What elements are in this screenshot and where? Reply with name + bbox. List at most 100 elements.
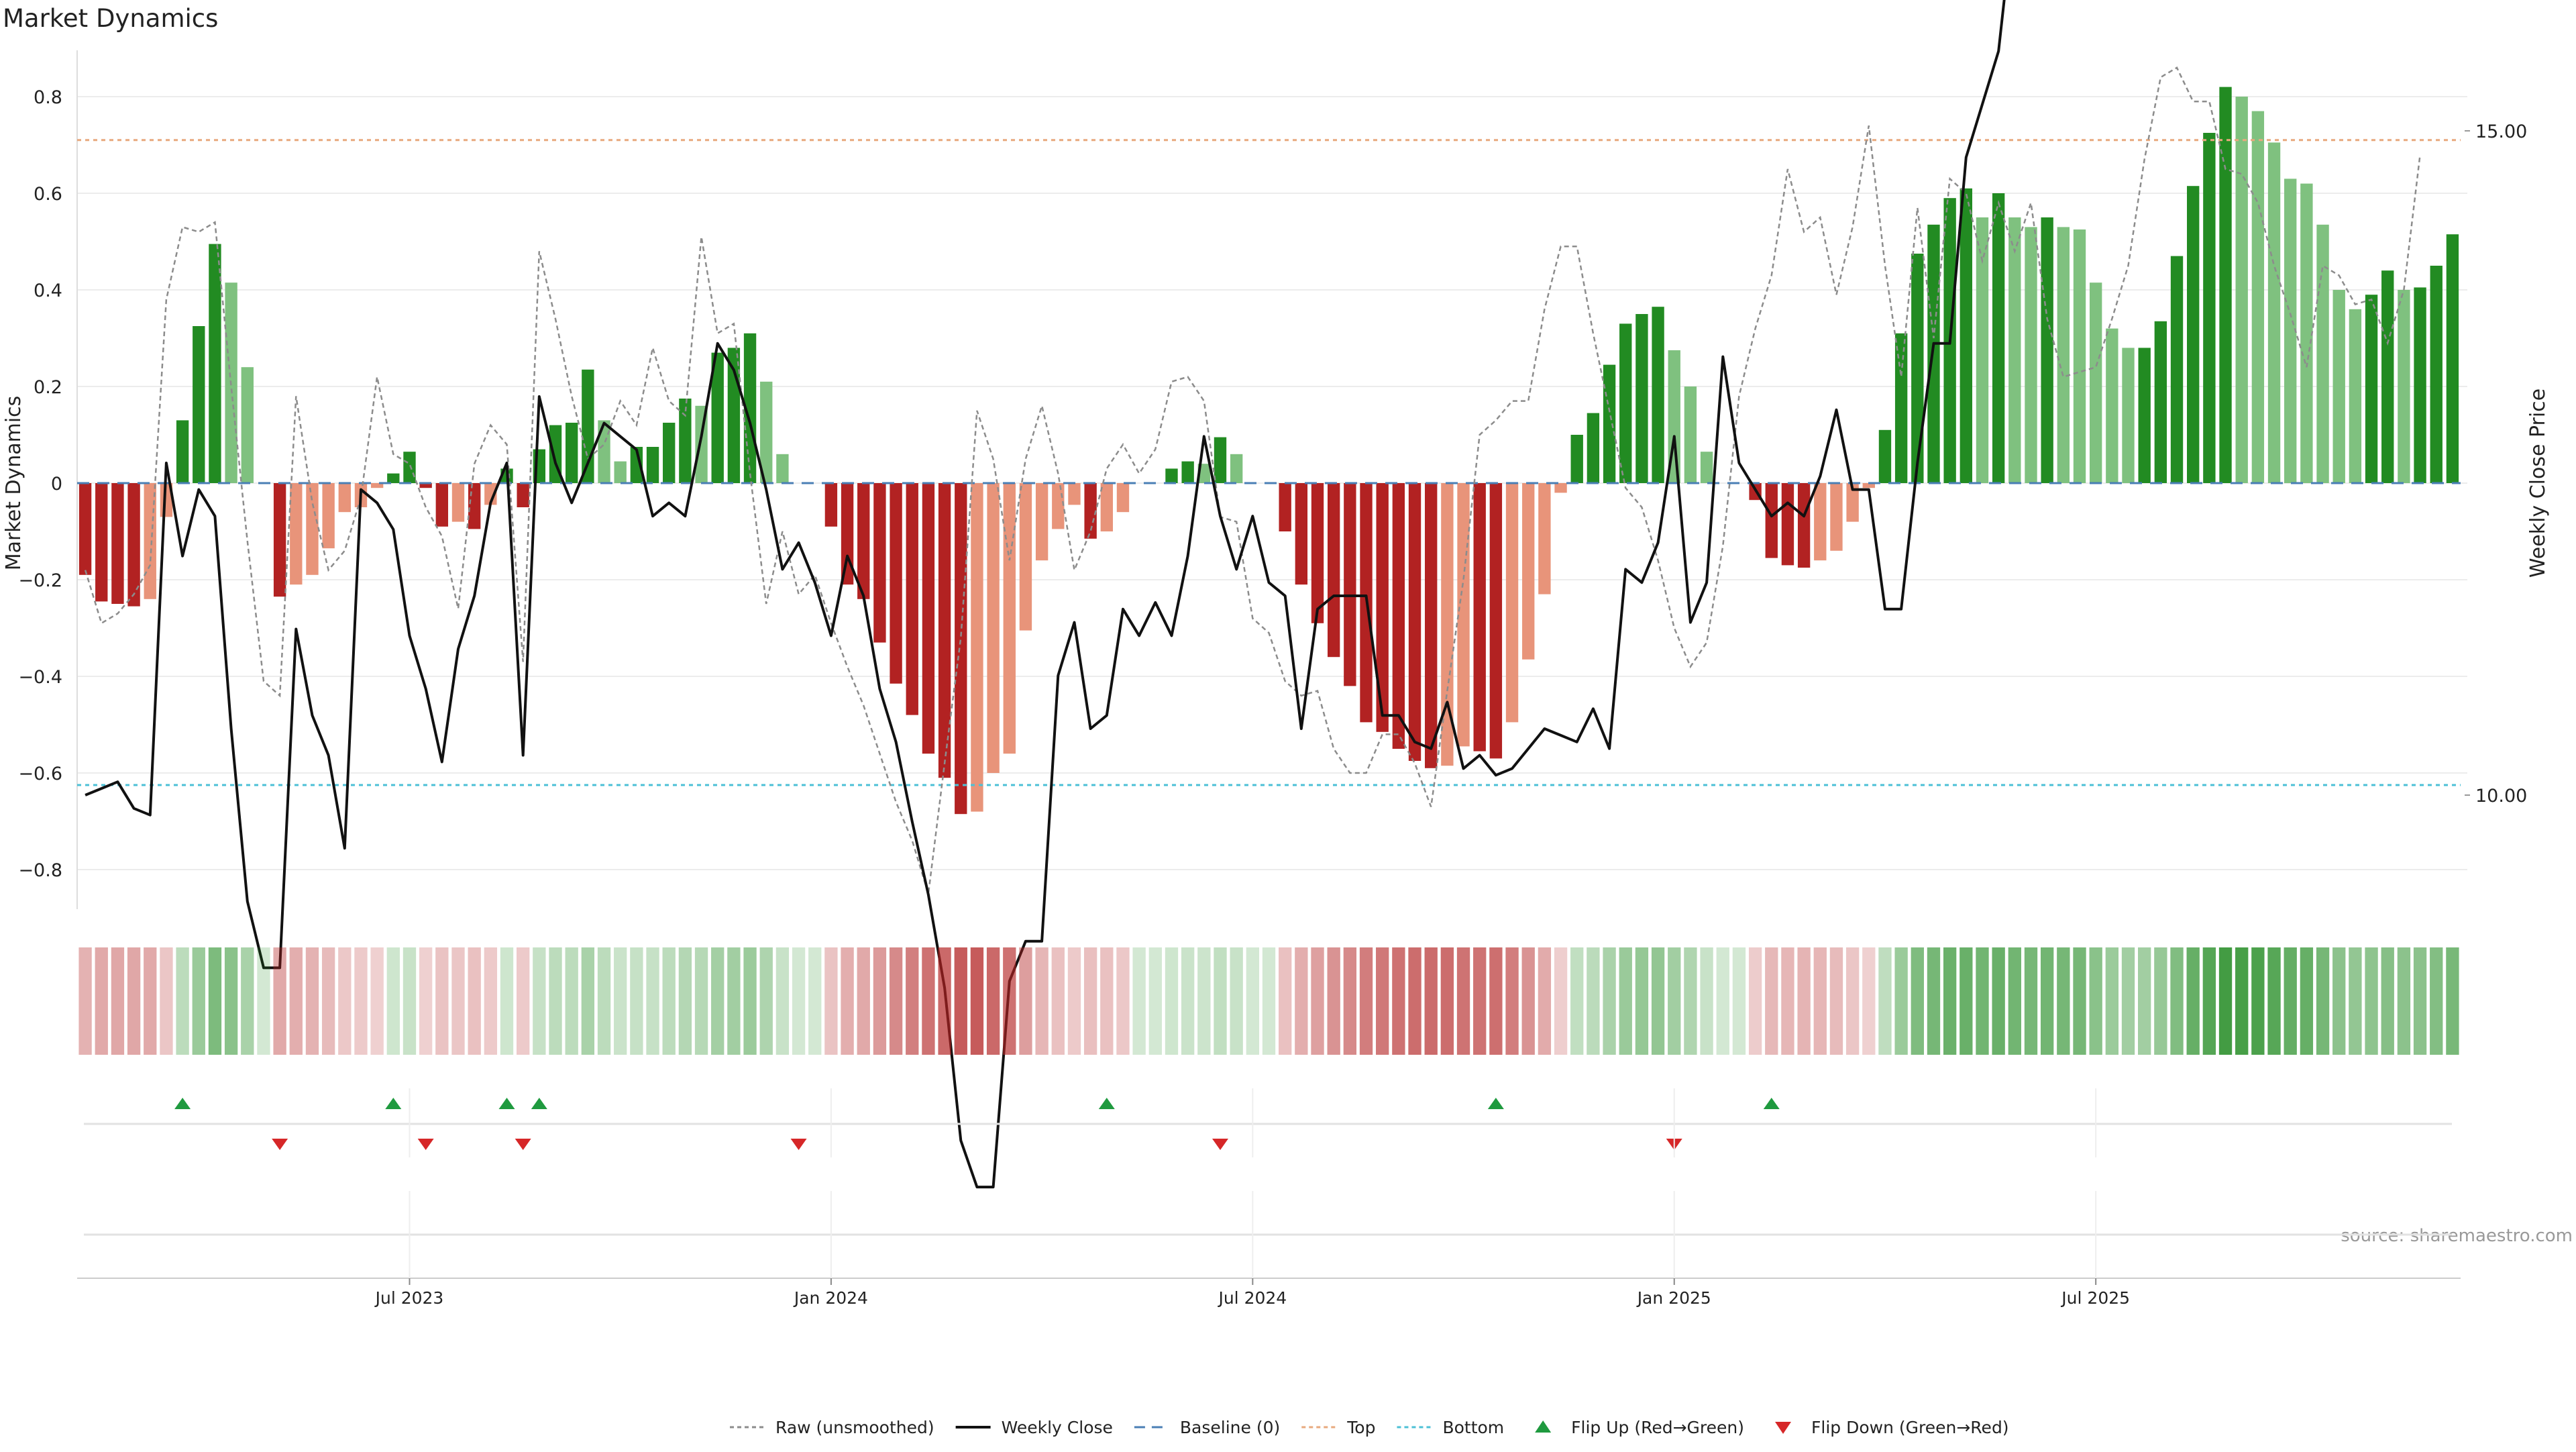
legend-label: Top [1346, 1418, 1375, 1437]
heat-cell [1197, 947, 1210, 1055]
dynamics-bar [290, 483, 302, 584]
dynamics-bar [1295, 483, 1307, 584]
dynamics-bar [111, 483, 123, 604]
heat-cell [1976, 947, 1988, 1055]
heat-cell [808, 947, 821, 1055]
dynamics-bar [1279, 483, 1291, 531]
flip-down-marker [418, 1139, 434, 1150]
heat-cell [1246, 947, 1259, 1055]
bars-layer [79, 87, 2459, 815]
dynamics-bar [1409, 483, 1421, 761]
heat-cell [2041, 947, 2053, 1055]
dynamics-bar [1635, 314, 1648, 483]
dynamics-bar [1911, 254, 1923, 483]
dynamics-bar [2074, 229, 2086, 483]
dynamics-bar [1701, 452, 1713, 483]
dynamics-bar [1895, 333, 1907, 483]
dynamics-bar [1068, 483, 1080, 505]
heat-cell [2090, 947, 2102, 1055]
heat-cell [2446, 947, 2459, 1055]
dynamics-bar [1554, 483, 1566, 492]
heat-cell [987, 947, 1000, 1055]
heat-cell [468, 947, 480, 1055]
dynamics-bar [1344, 483, 1356, 686]
y-tick-label: 0 [51, 474, 62, 495]
flip-up-marker [385, 1098, 401, 1109]
heat-cell [1943, 947, 1956, 1055]
heat-cell [403, 947, 416, 1055]
y-tick-label: 0.2 [34, 377, 62, 398]
y2-tick-label: 15.00 [2475, 121, 2527, 142]
dynamics-bar [1377, 483, 1389, 732]
flip-up-marker [174, 1098, 191, 1109]
dynamics-bar [922, 483, 934, 754]
heat-cell [370, 947, 383, 1055]
dynamics-bar [452, 483, 464, 522]
dynamics-bar [1101, 483, 1113, 531]
chart-title: Market Dynamics [3, 4, 218, 33]
dynamics-bar [955, 483, 967, 814]
dynamics-bar [776, 454, 788, 483]
flip-up-marker [1099, 1098, 1115, 1109]
dynamics-bar [322, 483, 334, 548]
dynamics-bar [2057, 227, 2070, 483]
dynamics-bar [193, 326, 205, 483]
y-tick-label: 0.8 [34, 87, 62, 108]
heat-cell [2138, 947, 2151, 1055]
heat-cell [1473, 947, 1486, 1055]
legend-item-close: Weekly Close [956, 1418, 1113, 1437]
dynamics-bar [1619, 323, 1631, 483]
dynamics-bar [825, 483, 837, 527]
legend-item-flip_down: Flip Down (Green→Red) [1775, 1418, 2009, 1437]
legend-item-baseline: Baseline (0) [1134, 1418, 1280, 1437]
dynamics-bar [1393, 483, 1405, 749]
heat-cell [873, 947, 886, 1055]
heat-cell [1116, 947, 1129, 1055]
flip-down-marker [515, 1139, 531, 1150]
heat-cell [1733, 947, 1746, 1055]
dynamics-bar [1587, 413, 1599, 483]
dynamics-bar [2398, 290, 2410, 483]
flip-up-marker [499, 1098, 515, 1109]
dynamics-bar [2447, 234, 2459, 483]
legend-label: Bottom [1442, 1418, 1504, 1437]
dynamics-bar [1020, 483, 1032, 631]
dynamics-bar [2219, 87, 2231, 483]
dynamics-bar [1960, 189, 1972, 483]
heat-cell [2235, 947, 2248, 1055]
heat-cell [1522, 947, 1535, 1055]
heat-cell [646, 947, 659, 1055]
heat-cell [1279, 947, 1291, 1055]
heat-cell [1489, 947, 1502, 1055]
heat-strip [78, 947, 2459, 1055]
heat-cell [760, 947, 773, 1055]
dynamics-bar [1603, 365, 1615, 483]
heat-cell [1846, 947, 1859, 1055]
heat-cell [614, 947, 627, 1055]
heat-cell [906, 947, 918, 1055]
dynamics-bar [1474, 483, 1486, 751]
heat-cell [127, 947, 140, 1055]
heat-cell [1181, 947, 1194, 1055]
heat-cell [322, 947, 335, 1055]
heat-cell [1328, 947, 1340, 1055]
heat-cell [1505, 947, 1518, 1055]
heat-cell [890, 947, 902, 1055]
heat-cell [1587, 947, 1599, 1055]
heat-cell [1376, 947, 1389, 1055]
dynamics-bar [2268, 142, 2280, 483]
dynamics-bar [1004, 483, 1016, 754]
dynamics-bar [1814, 483, 1826, 560]
y-tick-label: −0.8 [18, 860, 62, 881]
heat-cell [1344, 947, 1356, 1055]
dynamics-bar [873, 483, 885, 643]
heat-cell [727, 947, 740, 1055]
dynamics-bar [1506, 483, 1518, 722]
dynamics-bar [339, 483, 351, 512]
heat-cell [354, 947, 367, 1055]
dynamics-bar [1927, 225, 1939, 483]
dynamics-bar [2365, 295, 2377, 483]
dynamics-bar [647, 447, 659, 483]
heat-cell [225, 947, 237, 1055]
heat-cell [2219, 947, 2232, 1055]
